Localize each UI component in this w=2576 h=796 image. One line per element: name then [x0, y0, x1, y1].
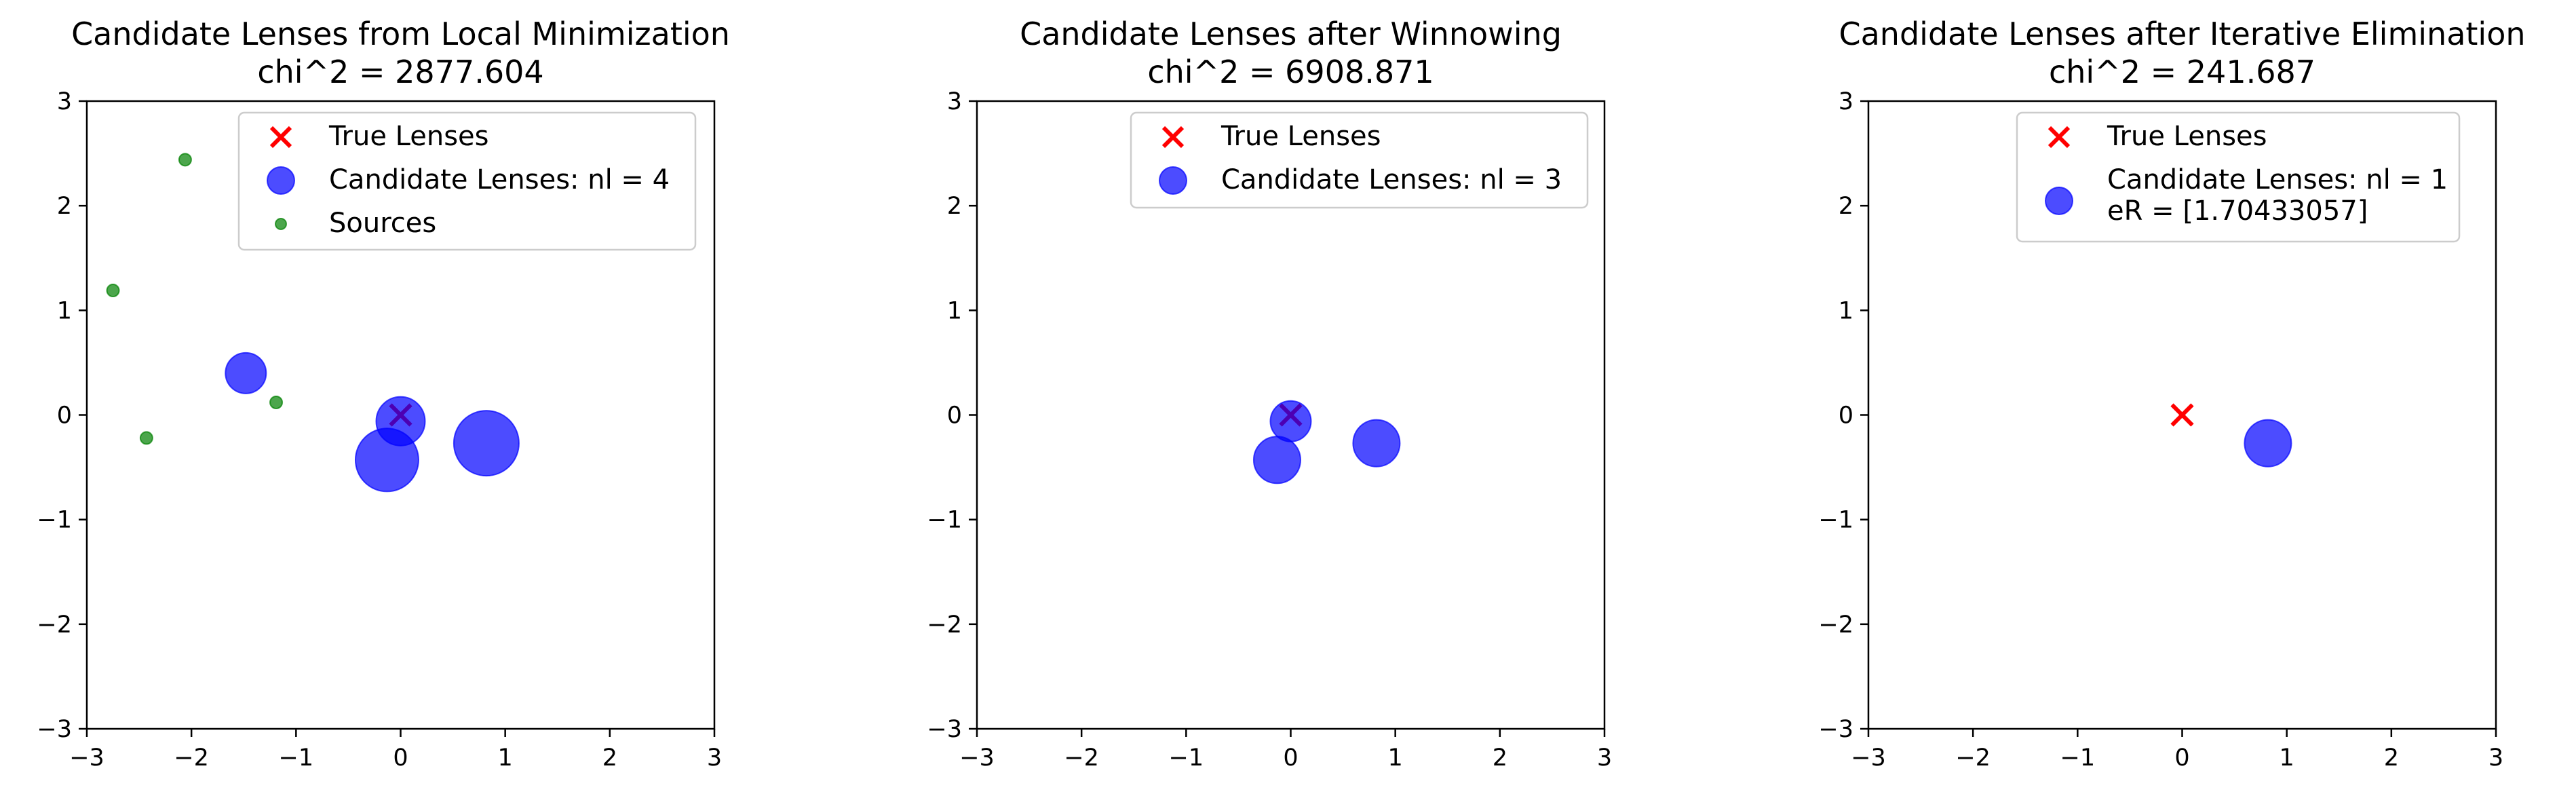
series-2-point-1 — [1252, 436, 1301, 485]
y-tick-label: 1 — [1839, 297, 1853, 324]
legend: True Lenses Candidate Lenses: nl = 1 eR =… — [2016, 111, 2461, 243]
legend-marker-1-stroke-b — [269, 126, 292, 149]
chart-subtitle: chi^2 = 2877.604 — [257, 54, 543, 90]
x-tick-label: −1 — [2060, 744, 2096, 772]
legend-marker-2 — [267, 166, 295, 195]
x-tick-label: −1 — [279, 744, 314, 772]
chart-subtitle: chi^2 = 6908.871 — [1147, 54, 1434, 90]
y-tick-label: −2 — [37, 611, 72, 639]
x-tick-label: −3 — [69, 744, 104, 772]
chart-panel-3: Candidate Lenses after Iterative Elimina… — [1818, 16, 2525, 772]
plot-area-frame — [1867, 100, 2497, 730]
x-tick-label: 0 — [2174, 744, 2189, 772]
series-2-point-3 — [1352, 419, 1401, 468]
y-tick-label: −1 — [37, 507, 72, 534]
legend-label: Candidate Lenses: nl = 4 — [329, 164, 670, 195]
chart-panel-1: Candidate Lenses from Local Minimization… — [37, 16, 730, 772]
y-tick-label: 2 — [57, 193, 72, 220]
legend-marker-3 — [275, 218, 287, 230]
y-tick-label: −2 — [927, 611, 962, 639]
x-tick-label: 0 — [393, 744, 408, 772]
legend-label: Sources — [329, 208, 436, 239]
x-tick-label: 0 — [1283, 744, 1298, 772]
series-3-point-4 — [139, 431, 153, 445]
x-tick-label: 2 — [1493, 744, 1507, 772]
y-tick-label: 3 — [57, 88, 72, 115]
legend-box — [1130, 111, 1589, 209]
series-2-point-3 — [375, 396, 426, 447]
x-tick-label: −2 — [1064, 744, 1099, 772]
plot-area-frame — [85, 100, 716, 730]
y-tick-label: 3 — [947, 88, 962, 115]
y-tick-label: 2 — [947, 193, 962, 220]
x-tick-label: 1 — [498, 744, 513, 772]
x-tick-label: 2 — [2384, 744, 2399, 772]
legend-marker-2 — [2045, 187, 2073, 215]
x-tick-label: 3 — [1597, 744, 1612, 772]
legend-box — [2016, 111, 2461, 243]
legend-label: Candidate Lenses: nl = 3 — [1221, 164, 1562, 195]
series-1-point-1 — [2170, 403, 2194, 427]
x-tick-label: −3 — [1851, 744, 1886, 772]
x-tick-label: 3 — [707, 744, 722, 772]
y-tick-label: 2 — [1839, 193, 1853, 220]
x-tick-label: 2 — [602, 744, 617, 772]
series-3-point-1 — [178, 153, 192, 167]
legend-label: True Lenses — [328, 121, 489, 152]
x-tick-label: −2 — [1955, 744, 1991, 772]
y-tick-label: −2 — [1818, 611, 1853, 639]
x-tick-label: −1 — [1169, 744, 1204, 772]
series-2-point-2 — [1269, 400, 1312, 442]
chart-title: Candidate Lenses from Local Minimization — [71, 16, 730, 52]
legend-label: True Lenses — [2107, 121, 2267, 152]
chart-subtitle: chi^2 = 241.687 — [2049, 54, 2315, 90]
y-tick-label: 3 — [1839, 88, 1853, 115]
legend-label: eR = [1.70433057] — [2107, 195, 2368, 227]
legend: True Lenses Candidate Lenses: nl = 3 — [1130, 111, 1589, 209]
legend-marker-1-stroke-b — [2048, 126, 2071, 149]
legend-marker-1 — [1161, 126, 1185, 149]
legend-box — [237, 111, 697, 251]
series-2-point-4 — [453, 410, 520, 477]
y-tick-label: 0 — [947, 402, 962, 430]
y-tick-label: −3 — [927, 716, 962, 743]
y-tick-label: −1 — [927, 507, 962, 534]
y-tick-label: −1 — [1818, 507, 1853, 534]
y-tick-label: −3 — [37, 716, 72, 743]
x-tick-label: 1 — [2280, 744, 2294, 772]
legend-marker-1 — [2048, 126, 2071, 149]
x-tick-label: −3 — [959, 744, 995, 772]
legend-marker-1 — [269, 126, 292, 149]
legend-marker-1-stroke-b — [1161, 126, 1185, 149]
x-tick-label: −2 — [174, 744, 209, 772]
legend-label: Candidate Lenses: nl = 1 — [2107, 164, 2448, 195]
x-tick-label: 3 — [2488, 744, 2503, 772]
series-3-point-3 — [269, 396, 284, 409]
chart-title: Candidate Lenses after Iterative Elimina… — [1839, 16, 2526, 52]
x-tick-label: 1 — [1388, 744, 1403, 772]
series-2-point-1 — [2244, 419, 2292, 468]
series-3-point-2 — [106, 284, 120, 298]
legend: True Lenses Candidate Lenses: nl = 4 Sourc… — [237, 111, 697, 251]
y-tick-label: 0 — [1839, 402, 1853, 430]
legend-marker-2 — [1159, 166, 1187, 195]
chart-title: Candidate Lenses after Winnowing — [1020, 16, 1562, 52]
y-tick-label: 0 — [57, 402, 72, 430]
y-tick-label: 1 — [947, 297, 962, 324]
plot-area-frame — [976, 100, 1606, 730]
series-1-point-1-stroke-b — [2170, 403, 2194, 427]
legend-label: True Lenses — [1220, 121, 1381, 152]
y-tick-label: 1 — [57, 297, 72, 324]
y-tick-label: −3 — [1818, 716, 1853, 743]
series-2-point-1 — [225, 352, 267, 394]
